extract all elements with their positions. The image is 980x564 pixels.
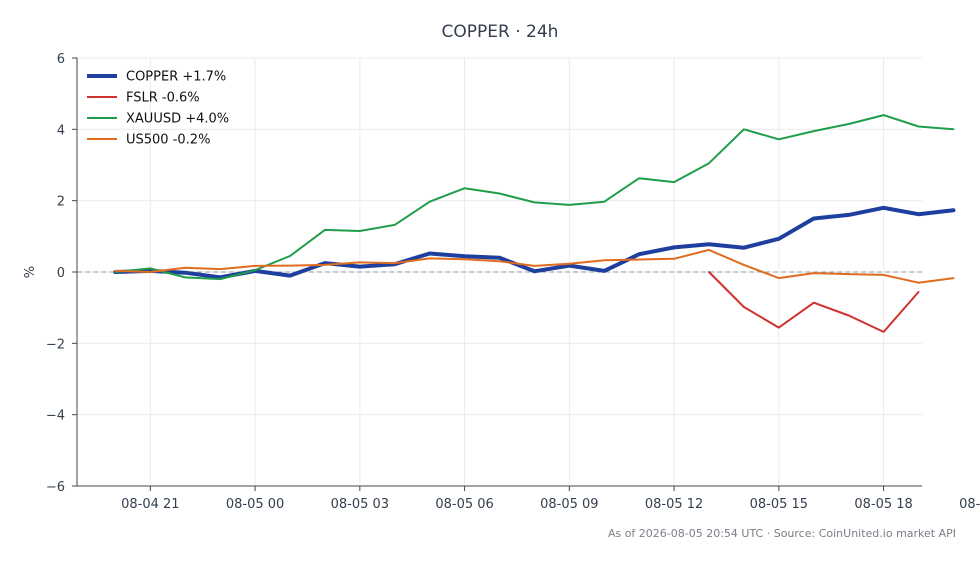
x-tick-label: 08-05 00 — [226, 497, 284, 512]
series-lines — [113, 114, 956, 333]
series-line-3 — [114, 248, 955, 284]
legend-label: XAUUSD +4.0% — [126, 112, 229, 127]
y-tick-label: −6 — [46, 480, 65, 495]
legend: COPPER +1.7% FSLR -0.6% XAUUSD +4.0% US500 … — [87, 70, 229, 148]
y-tick-label: 6 — [57, 52, 65, 67]
y-tick-label: 4 — [57, 123, 65, 138]
grid — [77, 57, 922, 487]
series-line-1 — [708, 271, 920, 333]
x-tick-label: 08-04 21 — [121, 497, 179, 512]
legend-label: COPPER +1.7% — [126, 70, 226, 85]
legend-label: FSLR -0.6% — [126, 91, 200, 106]
chart-title: COPPER · 24h — [442, 22, 559, 42]
axes: −6 −4 −2 0 2 4 6 08-04 21 08-05 00 08-05 03 08-05 … — [46, 52, 980, 512]
x-tick-label: 08-05 06 — [435, 497, 493, 512]
x-tick-label: 08-05 21 — [959, 497, 980, 512]
x-tick-label: 08-05 18 — [854, 497, 912, 512]
x-tick-label: 08-05 15 — [750, 497, 808, 512]
y-tick-label: 0 — [57, 266, 65, 281]
y-tick-label: 2 — [57, 195, 65, 210]
y-tick-label: −2 — [46, 337, 65, 352]
x-tick-label: 08-05 03 — [331, 497, 389, 512]
y-axis-label: % — [23, 266, 38, 278]
y-tick-label: −4 — [46, 409, 65, 424]
x-tick-label: 08-05 12 — [645, 497, 703, 512]
footer-source: As of 2026-08-05 20:54 UTC · Source: Coi… — [608, 527, 956, 540]
series-line-2 — [114, 114, 955, 281]
x-tick-label: 08-05 09 — [540, 497, 598, 512]
legend-label: US500 -0.2% — [126, 133, 210, 148]
